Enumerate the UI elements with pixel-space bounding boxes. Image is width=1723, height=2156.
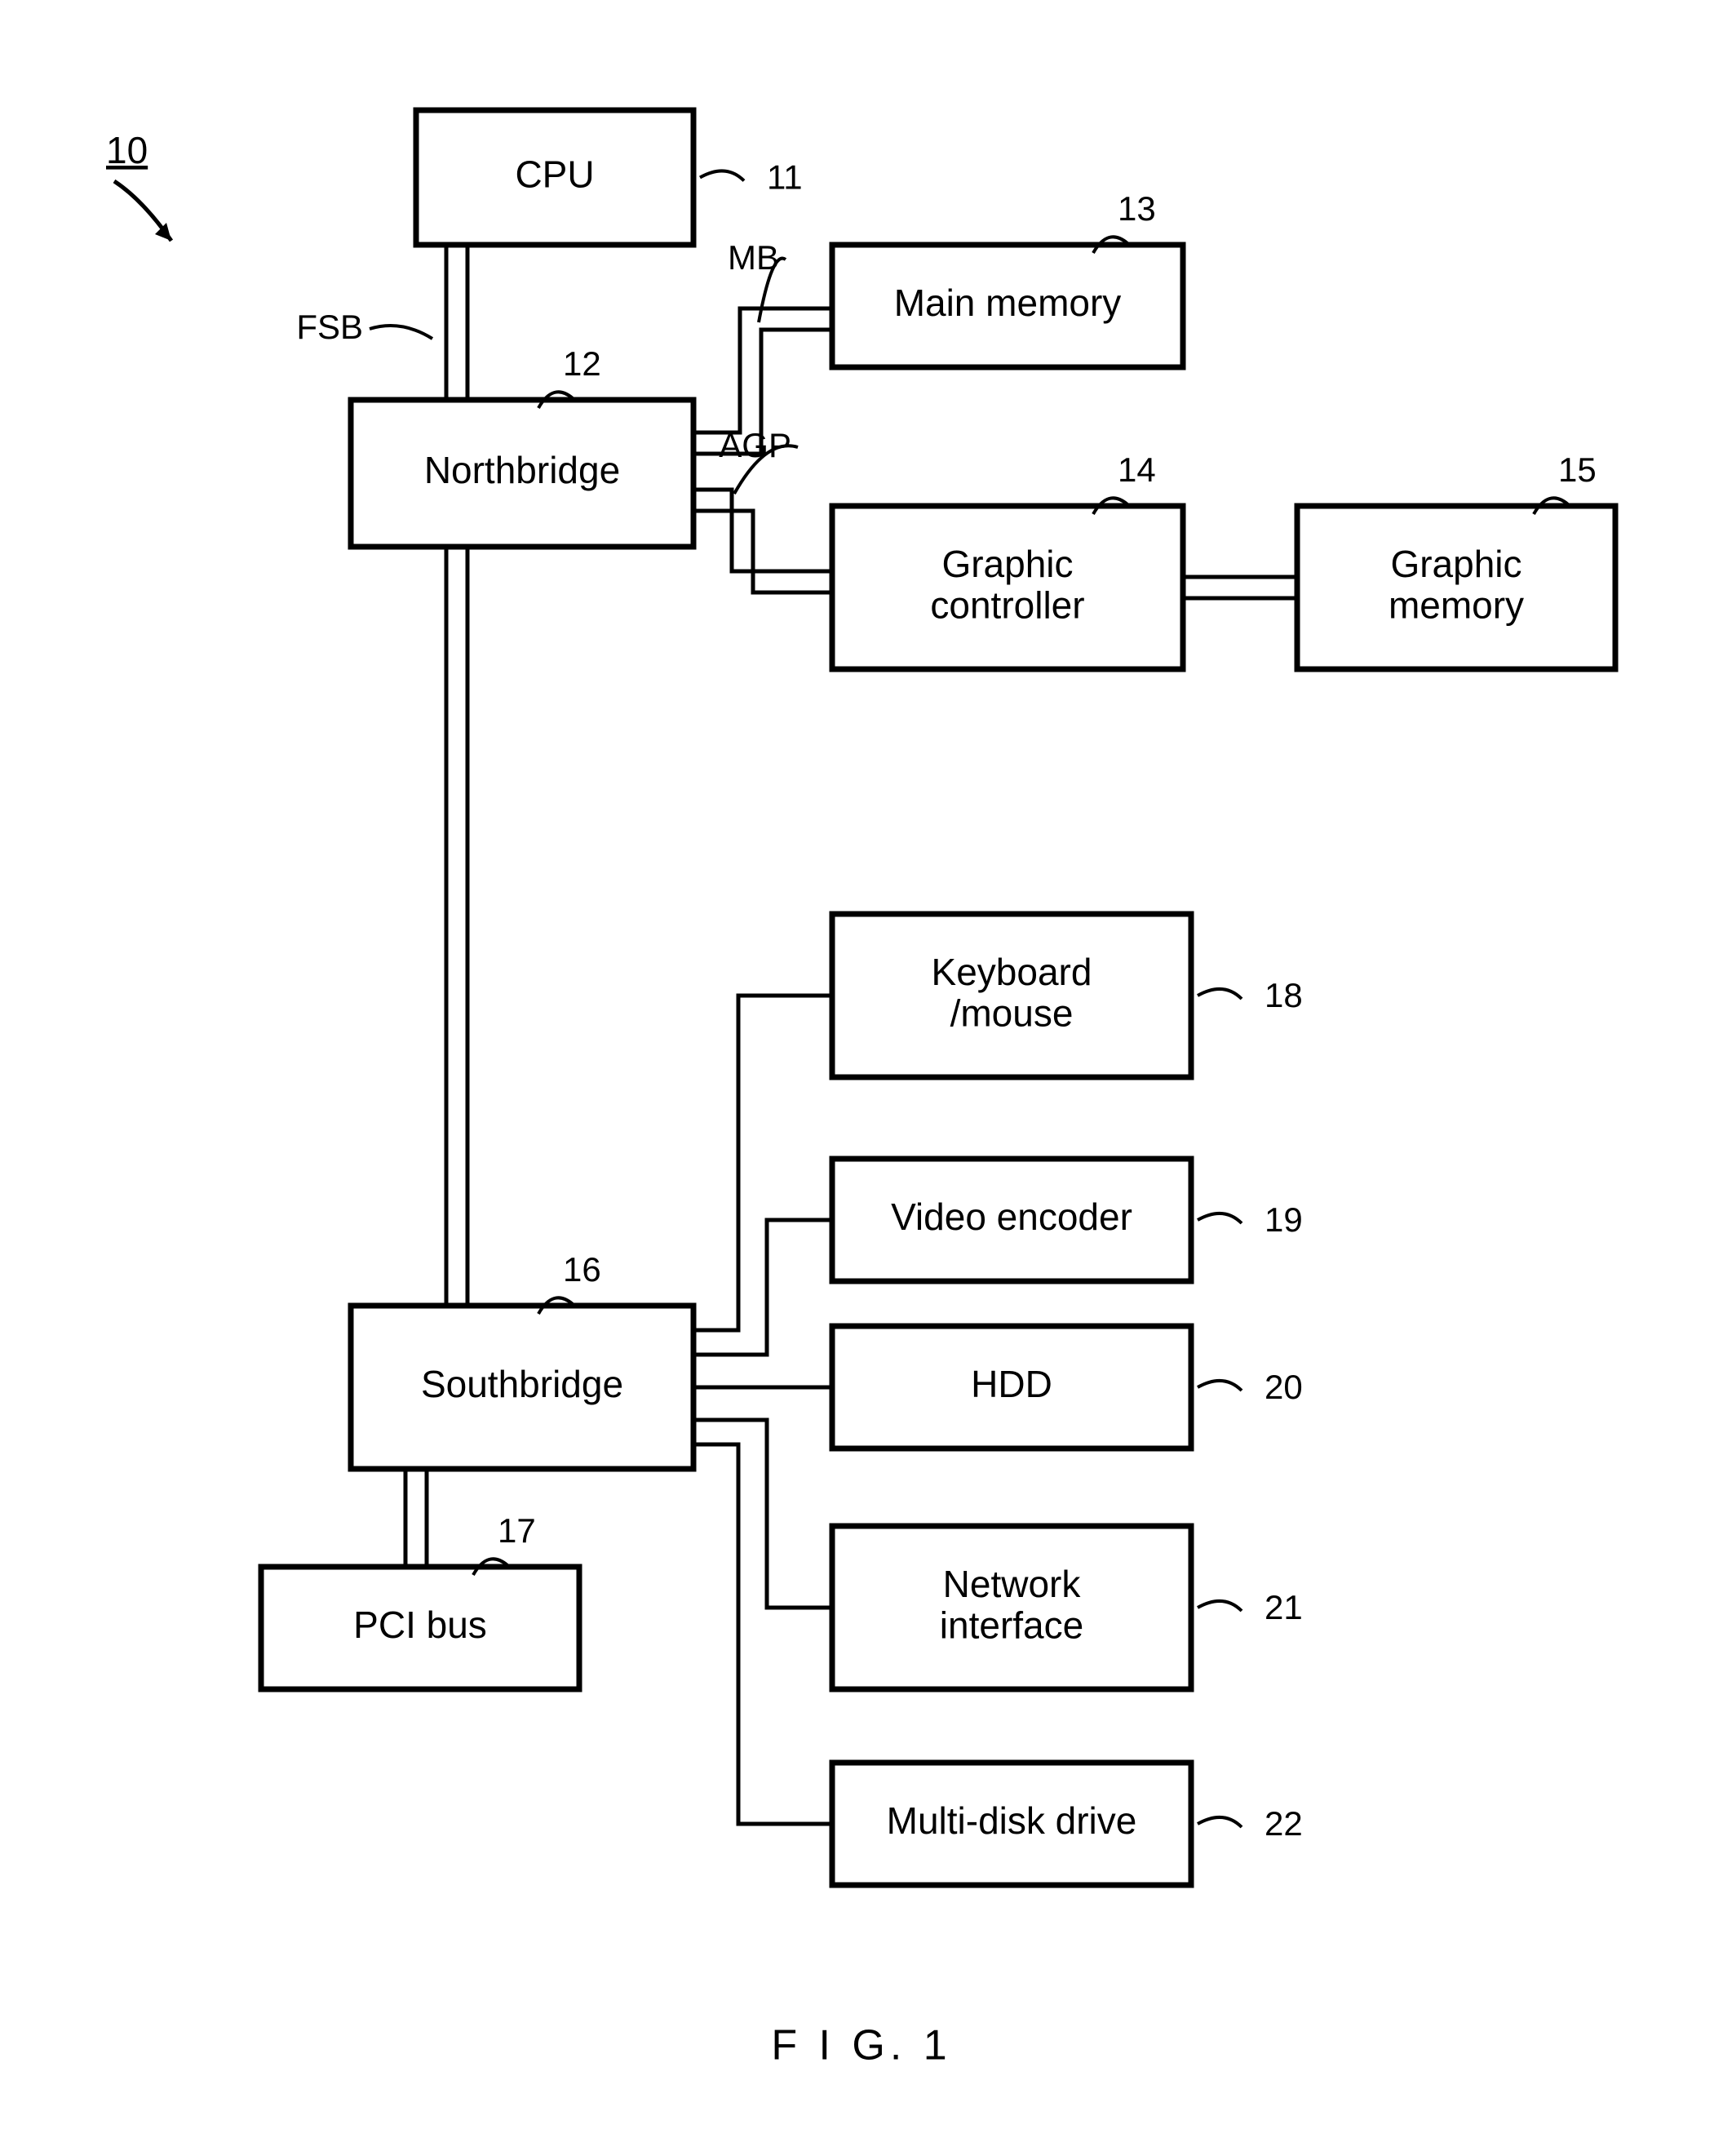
node-label-hdd: HDD [971, 1363, 1052, 1405]
bus-label-leader-fsb [370, 326, 432, 339]
ref-gm: 15 [1558, 450, 1597, 489]
ref-leader-cpu [700, 171, 744, 180]
conn-sb-ni [693, 1420, 832, 1608]
ref-mdd: 22 [1265, 1804, 1303, 1843]
node-label-cpu: CPU [515, 153, 594, 196]
node-label-mdd: Multi-disk drive [887, 1799, 1137, 1842]
conn-sb-ve [693, 1220, 832, 1355]
bus-agp [693, 490, 832, 592]
node-label-kbm: Keyboard [932, 951, 1092, 993]
ref-kbm: 18 [1265, 976, 1303, 1014]
bus-nbsb [446, 547, 467, 1306]
node-pci: PCI bus [261, 1567, 579, 1689]
node-label-pci: PCI bus [353, 1604, 487, 1646]
ref-ve: 19 [1265, 1200, 1303, 1239]
node-label-gm: memory [1389, 583, 1524, 626]
node-label-gc: controller [930, 583, 1084, 626]
ref-pci: 17 [498, 1511, 536, 1550]
conn-sb-mdd [693, 1444, 832, 1824]
figure-caption: F I G. 1 [771, 2022, 951, 2069]
node-ve: Video encoder [832, 1159, 1191, 1281]
conn-sb-kbm [693, 996, 832, 1330]
ref-leader-hdd [1198, 1381, 1242, 1391]
node-nb: Northbridge [351, 400, 693, 547]
node-gc: Graphiccontroller [832, 506, 1183, 669]
node-label-gm: Graphic [1390, 543, 1521, 585]
bus-gcgm [1183, 577, 1297, 598]
ref-sb: 16 [563, 1250, 601, 1289]
node-label-ni: Network [943, 1563, 1082, 1605]
ref-ni: 21 [1265, 1588, 1303, 1626]
ref-leader-kbm [1198, 989, 1242, 999]
ref-cpu: 11 [767, 158, 803, 197]
ref-mm: 13 [1118, 189, 1156, 228]
ref-gc: 14 [1118, 450, 1156, 489]
bus-fsb [446, 245, 467, 400]
node-mdd: Multi-disk drive [832, 1763, 1191, 1885]
node-sb: Southbridge [351, 1306, 693, 1469]
node-label-mm: Main memory [894, 282, 1122, 324]
node-label-nb: Northbridge [424, 449, 620, 491]
system-block-diagram: CPUNorthbridgeMain memoryGraphiccontroll… [0, 0, 1723, 2156]
node-cpu: CPU [416, 110, 693, 245]
node-kbm: Keyboard/mouse [832, 914, 1191, 1077]
ref-leader-ni [1198, 1601, 1242, 1611]
bus-label-fsb: FSB [296, 308, 363, 346]
bus-sbpci [405, 1469, 427, 1567]
ref-leader-mdd [1198, 1817, 1242, 1827]
node-label-ve: Video encoder [891, 1196, 1132, 1238]
ref-leader-ve [1198, 1213, 1242, 1223]
node-ni: Networkinterface [832, 1526, 1191, 1689]
system-ref: 10 [106, 129, 148, 171]
node-label-gc: Graphic [941, 543, 1073, 585]
ref-nb: 12 [563, 344, 601, 383]
node-mm: Main memory [832, 245, 1183, 367]
node-gm: Graphicmemory [1297, 506, 1615, 669]
node-hdd: HDD [832, 1326, 1191, 1448]
node-label-ni: interface [940, 1604, 1083, 1646]
node-label-sb: Southbridge [421, 1363, 623, 1405]
ref-hdd: 20 [1265, 1368, 1303, 1406]
node-label-kbm: /mouse [950, 991, 1074, 1034]
